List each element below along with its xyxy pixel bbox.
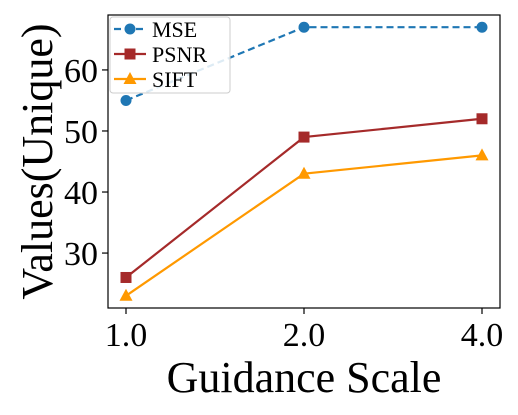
- data-point-psnr-0: [120, 271, 132, 283]
- legend-marker-mse: [124, 23, 136, 35]
- data-point-sift-0: [119, 288, 133, 301]
- data-point-sift-2: [475, 148, 489, 161]
- y-tick-label-50: 50: [64, 114, 98, 151]
- legend-label-sift: SIFT: [152, 67, 198, 92]
- y-axis-title: Values(Unique): [13, 23, 62, 299]
- data-point-mse-2: [476, 21, 488, 33]
- data-point-mse-1: [298, 21, 310, 33]
- y-tick-label-40: 40: [64, 175, 98, 212]
- x-tick-label-2: 4.0: [461, 317, 504, 354]
- x-axis-title: Guidance Scale: [167, 353, 442, 402]
- x-tick-label-1: 2.0: [283, 317, 326, 354]
- legend-box: [109, 16, 231, 94]
- legend-label-mse: MSE: [152, 17, 197, 42]
- legend-marker-sift: [123, 72, 137, 84]
- data-point-psnr-1: [298, 131, 310, 143]
- legend-label-psnr: PSNR: [152, 42, 207, 67]
- plot-area: [119, 21, 489, 301]
- data-point-sift-1: [297, 166, 311, 179]
- axes: 30 40 50 60 1.0 2.0 4.0 Guidance Scale Values(Un…: [13, 14, 504, 402]
- legend-marker-psnr: [124, 48, 136, 60]
- x-tick-label-0: 1.0: [105, 317, 148, 354]
- data-point-psnr-2: [476, 113, 488, 125]
- y-tick-label-30: 30: [64, 236, 98, 273]
- y-tick-label-60: 60: [64, 53, 98, 90]
- data-point-mse-0: [120, 94, 132, 106]
